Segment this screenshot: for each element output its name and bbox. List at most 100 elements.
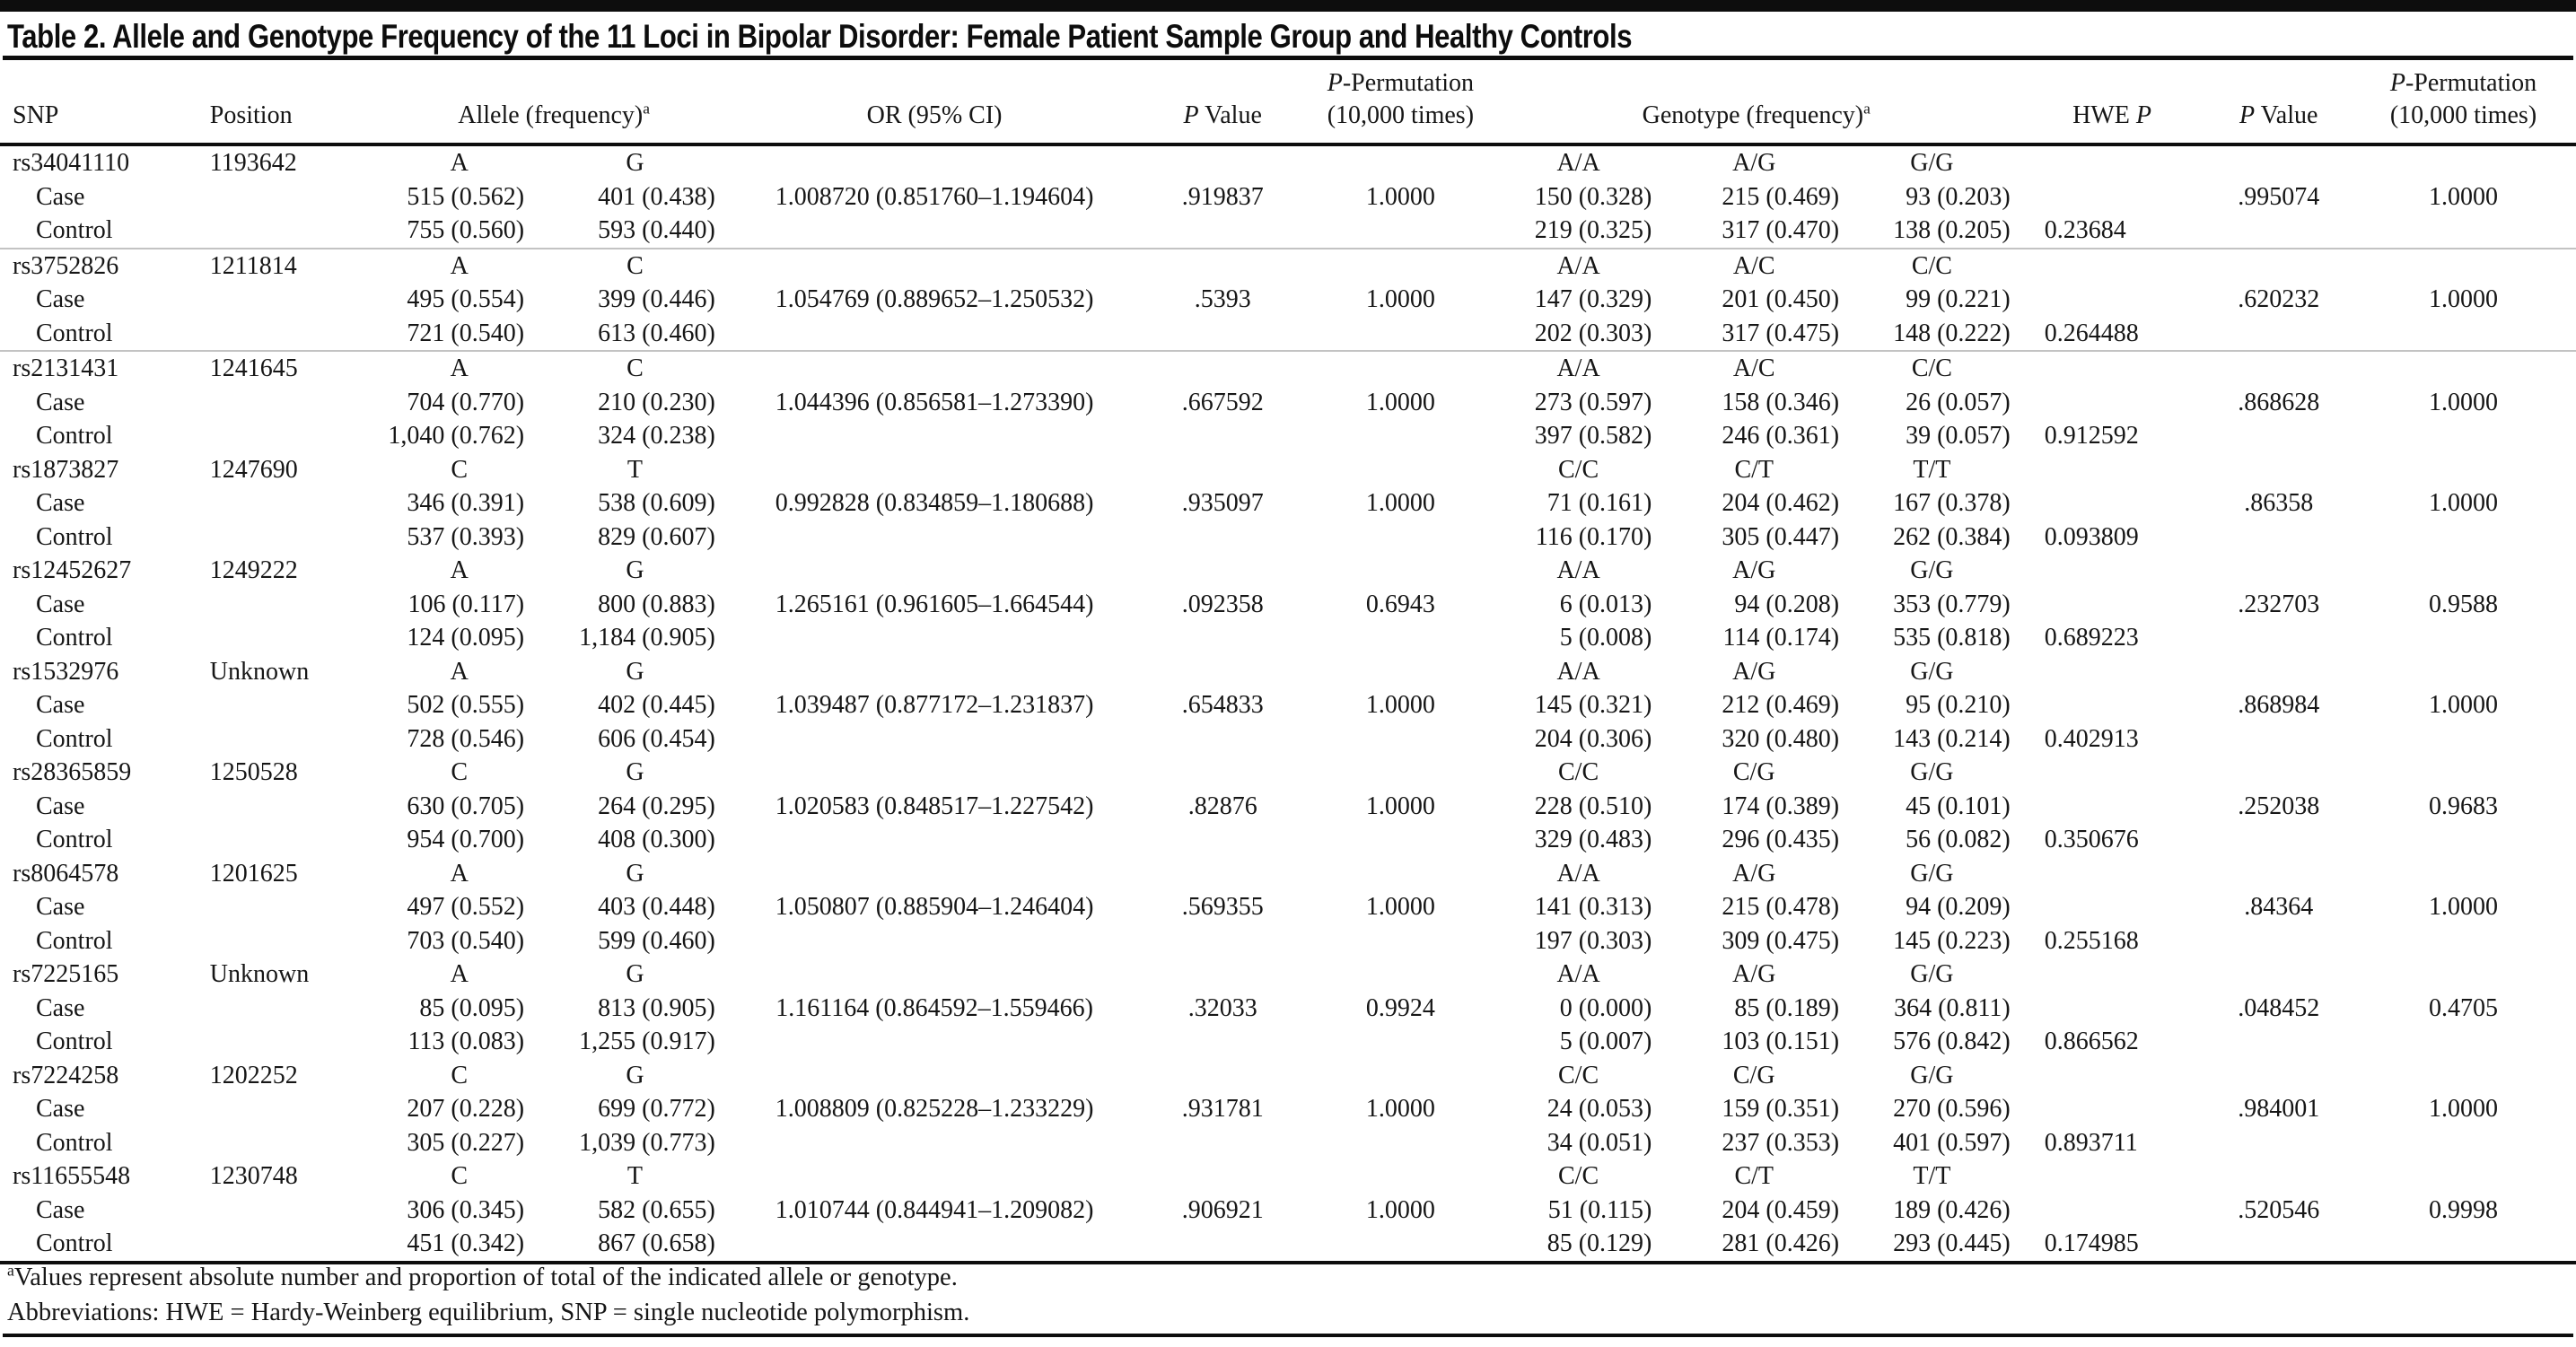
table-row: Control 305 (0.227) 1,039 (0.773) 34 (0.051… bbox=[0, 1126, 2576, 1160]
allele-count: 704 (0.770) bbox=[407, 388, 525, 416]
snp-id: rs8064578 bbox=[13, 859, 119, 888]
genotype-label: G/G bbox=[1910, 657, 1954, 686]
empty-cell bbox=[2206, 1025, 2351, 1059]
p-permutation-genotype: 0.9588 bbox=[2429, 590, 2498, 618]
genotype-count: 56 (0.082) bbox=[1906, 826, 2011, 853]
allele-label: C bbox=[626, 251, 644, 280]
genotype-count: 145 (0.321) bbox=[1534, 691, 1652, 719]
empty-cell bbox=[1139, 419, 1306, 453]
table-row: Control 728 (0.546) 606 (0.454) 204 (0.306)… bbox=[0, 722, 2576, 757]
empty-cell bbox=[203, 992, 379, 1026]
row-label-control: Control bbox=[36, 724, 113, 753]
empty-cell bbox=[2018, 453, 2207, 487]
row-label-control: Control bbox=[0, 214, 203, 249]
empty-cell bbox=[1306, 351, 1495, 386]
genotype-count: 159 (0.351) bbox=[1722, 1095, 1840, 1123]
empty-cell bbox=[1139, 621, 1306, 655]
empty-cell bbox=[2206, 554, 2351, 588]
genotype-count: 158 (0.346) bbox=[1722, 388, 1840, 416]
genotype-count: 85 (0.189) bbox=[1734, 993, 1840, 1022]
empty-cell bbox=[203, 1025, 379, 1059]
genotype-label: A/A bbox=[1556, 960, 1600, 988]
empty-cell bbox=[2206, 1126, 2351, 1160]
empty-cell bbox=[2206, 857, 2351, 891]
genotype-count: 401 (0.597) bbox=[1893, 1128, 2011, 1157]
allele-label: G bbox=[626, 556, 644, 584]
allele-count: 699 (0.772) bbox=[598, 1095, 715, 1123]
allele-count: 829 (0.607) bbox=[598, 522, 715, 551]
genotype-count: 317 (0.470) bbox=[1661, 214, 1847, 249]
allele-count: 408 (0.300) bbox=[598, 826, 715, 853]
empty-cell bbox=[2018, 1159, 2207, 1194]
empty-cell bbox=[2206, 214, 2351, 249]
genotype-count: 116 (0.170) bbox=[1535, 522, 1652, 551]
empty-cell bbox=[1306, 419, 1495, 453]
empty-cell bbox=[203, 180, 379, 214]
row-label-control: Control bbox=[0, 316, 203, 352]
table-row: Control 721 (0.540) 613 (0.460) 202 (0.303)… bbox=[0, 316, 2576, 352]
p-permutation: 1.0000 bbox=[1365, 691, 1435, 719]
row-label-control: Control bbox=[36, 624, 113, 652]
empty-cell bbox=[730, 621, 1140, 655]
table-row: Case 515 (0.562) 401 (0.438) 1.008720 (0.85… bbox=[0, 180, 2576, 214]
genotype-count: 34 (0.051) bbox=[1546, 1128, 1652, 1157]
footnote-marker-a: a bbox=[643, 100, 650, 118]
genotype-label: G/G bbox=[1910, 758, 1954, 786]
genotype-count: 93 (0.203) bbox=[1906, 182, 2011, 211]
empty-cell bbox=[203, 823, 379, 857]
genotype-count: 215 (0.469) bbox=[1722, 182, 1840, 211]
table-head: SNP Position Allele (frequency)a OR (95%… bbox=[0, 60, 2576, 146]
row-label-case: Case bbox=[36, 893, 85, 921]
allele-label: A bbox=[450, 859, 469, 888]
row-label-case: Case bbox=[36, 691, 85, 719]
row-label-control: Control bbox=[36, 1128, 113, 1157]
genotype-count: 6 (0.013) bbox=[1559, 590, 1652, 618]
empty-cell bbox=[2206, 351, 2351, 386]
snp-id: rs7224258 bbox=[13, 1061, 119, 1089]
empty-cell bbox=[2018, 992, 2207, 1026]
genotype-label: T/T bbox=[1913, 1162, 1951, 1190]
genotype-label: A/G bbox=[1732, 960, 1776, 988]
genotype-count: 204 (0.459) bbox=[1722, 1195, 1840, 1224]
empty-cell bbox=[2206, 144, 2351, 180]
table-row: rs7225165 Unknown A G A/A A/G G/G bbox=[0, 958, 2576, 992]
hwe-p: 0.893711 bbox=[2044, 1128, 2138, 1157]
p-value-genotype: .048452 bbox=[2238, 993, 2320, 1022]
genotype-label: C/T bbox=[1734, 455, 1774, 484]
row-label-control: Control bbox=[36, 422, 113, 450]
empty-cell bbox=[2018, 756, 2207, 790]
p-value: .569355 bbox=[1181, 893, 1264, 921]
empty-cell bbox=[730, 655, 1140, 689]
allele-count: 402 (0.445) bbox=[598, 691, 715, 719]
genotype-count: 99 (0.221) bbox=[1906, 285, 2011, 313]
or-ci: 1.008720 (0.851760–1.194604) bbox=[775, 182, 1094, 211]
position: 1247690 bbox=[209, 455, 298, 484]
empty-cell bbox=[2206, 520, 2351, 555]
empty-cell bbox=[730, 1126, 1140, 1160]
genotype-count: 273 (0.597) bbox=[1534, 388, 1652, 416]
empty-cell bbox=[2206, 453, 2351, 487]
p-value-genotype: .868628 bbox=[2238, 388, 2320, 416]
allele-label: C bbox=[626, 354, 644, 382]
empty-cell bbox=[1306, 958, 1495, 992]
genotype-count: 94 (0.209) bbox=[1906, 893, 2011, 921]
hwe-p: 0.350676 bbox=[2044, 826, 2139, 853]
empty-cell bbox=[1306, 756, 1495, 790]
genotype-count: 293 (0.445) bbox=[1893, 1229, 2011, 1257]
table-row: Case 497 (0.552) 403 (0.448) 1.050807 (0.88… bbox=[0, 890, 2576, 924]
empty-cell bbox=[2206, 1227, 2351, 1263]
empty-cell bbox=[1139, 958, 1306, 992]
p-value: .092358 bbox=[1181, 590, 1264, 618]
p-value-genotype: .252038 bbox=[2238, 792, 2320, 820]
empty-cell bbox=[1139, 924, 1306, 958]
empty-cell bbox=[730, 249, 1140, 284]
position: 1249222 bbox=[209, 556, 298, 584]
empty-cell bbox=[2351, 214, 2576, 249]
allele-count: 954 (0.700) bbox=[407, 826, 525, 853]
hwe-p: 0.093809 bbox=[2044, 522, 2139, 551]
allele-label: A bbox=[450, 251, 469, 280]
hwe-p: 0.23684 bbox=[2017, 214, 2207, 249]
genotype-count: 296 (0.435) bbox=[1722, 826, 1840, 853]
snp-id: rs12452627 bbox=[13, 556, 132, 584]
genotype-count: 71 (0.161) bbox=[1546, 489, 1652, 517]
